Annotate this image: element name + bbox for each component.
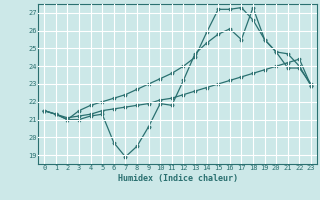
- X-axis label: Humidex (Indice chaleur): Humidex (Indice chaleur): [118, 174, 238, 183]
